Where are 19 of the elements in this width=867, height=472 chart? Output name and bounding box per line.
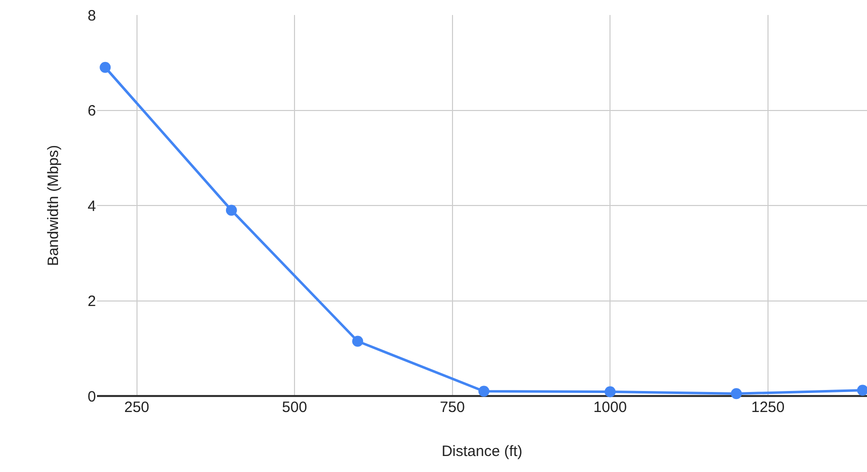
point <box>478 386 490 397</box>
point <box>730 388 742 400</box>
x-tick-label: 250 <box>124 399 150 416</box>
x-axis-title: Distance (ft) <box>442 443 522 460</box>
y-tick-label: 4 <box>88 198 96 215</box>
x-tick-label: 1000 <box>593 399 627 416</box>
x-tick-label: 1250 <box>751 399 785 416</box>
y-tick-label: 6 <box>88 102 96 120</box>
y-axis-title: Bandwidth (Mbps) <box>44 145 62 266</box>
y-tick-label: 2 <box>88 293 96 310</box>
point <box>857 384 867 396</box>
x-tick-label: 750 <box>440 399 465 416</box>
point <box>226 204 237 216</box>
y-tick-label: 0 <box>88 388 96 406</box>
point <box>604 386 616 398</box>
x-tick-label: 500 <box>282 399 308 416</box>
y-tick-label: 8 <box>88 7 96 24</box>
point <box>352 336 364 347</box>
point <box>100 62 111 73</box>
